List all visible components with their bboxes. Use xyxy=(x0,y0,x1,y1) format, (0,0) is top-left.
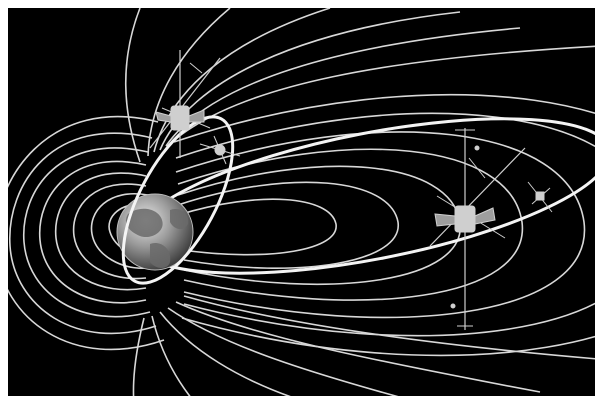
inner-orbit xyxy=(121,115,235,285)
magnetic-field-lines xyxy=(8,8,595,396)
earth xyxy=(116,193,194,271)
spacecraft-far-icon xyxy=(429,128,526,330)
spacecraft-small-icon xyxy=(199,135,241,165)
spacecraft-near-earth-icon xyxy=(149,50,221,158)
spacecraft-distant-icon xyxy=(527,181,553,213)
